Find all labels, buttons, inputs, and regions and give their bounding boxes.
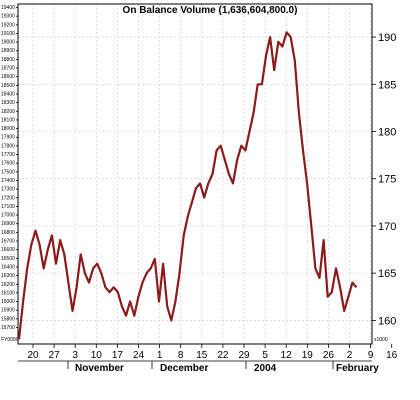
x-tick-label: 19 (302, 350, 314, 361)
left-tick-label: 18600 (1, 74, 15, 80)
left-tick-label: 16300 (1, 273, 15, 279)
left-tick-label: 17200 (1, 195, 15, 201)
left-tick-label: 17100 (1, 204, 15, 210)
x-tick-label: 17 (112, 350, 124, 361)
month-label: February (336, 363, 379, 374)
left-tick-label: 17600 (1, 161, 15, 167)
left-tick-label: 16400 (1, 264, 15, 270)
left-tick-label: 16100 (1, 290, 15, 296)
x-tick-label: 22 (217, 350, 229, 361)
x-tick-label: 8 (178, 350, 184, 361)
right-tick-label: 180 (378, 127, 396, 139)
chart-title: On Balance Volume (1,636,604,800.0) (123, 5, 298, 16)
left-tick-label: 17500 (1, 169, 15, 175)
plot-frame (17, 3, 373, 345)
left-tick-label: 17300 (1, 187, 15, 193)
left-tick-label: 15800 (1, 316, 15, 322)
gridlines (18, 4, 372, 344)
left-tick-label: 16700 (1, 239, 15, 245)
left-tick-label: 19000 (1, 40, 15, 46)
x-tick-label: 3 (72, 350, 78, 361)
right-tick-label: 190 (378, 32, 396, 44)
right-tick-label: 165 (378, 268, 396, 280)
right-tick-label: 170 (378, 221, 396, 233)
left-tick-label: 18000 (1, 126, 15, 132)
month-label: 2004 (254, 363, 277, 374)
series-layer (17, 31, 358, 340)
left-tick-label: 15900 (1, 308, 15, 314)
left-tick-label: 16000 (1, 299, 15, 305)
right-axis-unit-label: x1000 (374, 337, 388, 343)
x-tick-label: 10 (91, 350, 103, 361)
left-tick-label: 17000 (1, 213, 15, 219)
left-tick-label: 18200 (1, 109, 15, 115)
left-tick-label: 16800 (1, 230, 15, 236)
left-axis: 15700 15800 15900 16000 16100 16200 16300 16400… (1, 5, 18, 331)
x-tick-label: 20 (27, 350, 39, 361)
left-tick-label: 19100 (1, 31, 15, 37)
left-tick-label: 17400 (1, 178, 15, 184)
right-tick-label: 160 (378, 315, 396, 327)
x-tick-label: 24 (133, 350, 145, 361)
right-tick-label: 175 (378, 174, 396, 186)
left-tick-label: 17800 (1, 143, 15, 149)
right-tick-label: 185 (378, 79, 396, 91)
x-tick-label: 12 (281, 350, 293, 361)
left-tick-label: 18500 (1, 83, 15, 89)
left-tick-label: 17900 (1, 135, 15, 141)
month-label: November (75, 363, 124, 374)
left-tick-label: 18100 (1, 117, 15, 123)
x-tick-label: 26 (323, 350, 335, 361)
left-tick-label: 16200 (1, 282, 15, 288)
x-tick-label: 15 (196, 350, 208, 361)
x-tick-label: 27 (49, 350, 61, 361)
left-tick-label: 19200 (1, 22, 15, 28)
left-tick-label: 18900 (1, 48, 15, 54)
left-tick-label: 15700 (1, 325, 15, 331)
left-tick-label: 19400 (1, 5, 15, 11)
left-tick-label: 17700 (1, 152, 15, 158)
x-tick-label: 5 (262, 350, 268, 361)
left-tick-label: 18400 (1, 91, 15, 97)
x-tick-label: 16 (386, 350, 398, 361)
x-tick-label: 29 (238, 350, 250, 361)
x-tick-label: 1 (157, 350, 163, 361)
right-axis: 160 165 170 175 180 185 190 (372, 32, 396, 327)
left-tick-label: 16500 (1, 256, 15, 262)
month-label: December (160, 363, 208, 374)
left-axis-corner-label: FY0000 (1, 337, 19, 343)
left-tick-label: 18300 (1, 100, 15, 106)
x-tick-label: 2 (347, 350, 353, 361)
left-tick-label: 16900 (1, 221, 15, 227)
left-tick-label: 19300 (1, 14, 15, 20)
left-tick-label: 16600 (1, 247, 15, 253)
left-tick-label: 18800 (1, 57, 15, 63)
x-tick-label: 9 (368, 350, 374, 361)
obv-series-line (17, 31, 358, 340)
left-tick-label: 18700 (1, 66, 15, 72)
